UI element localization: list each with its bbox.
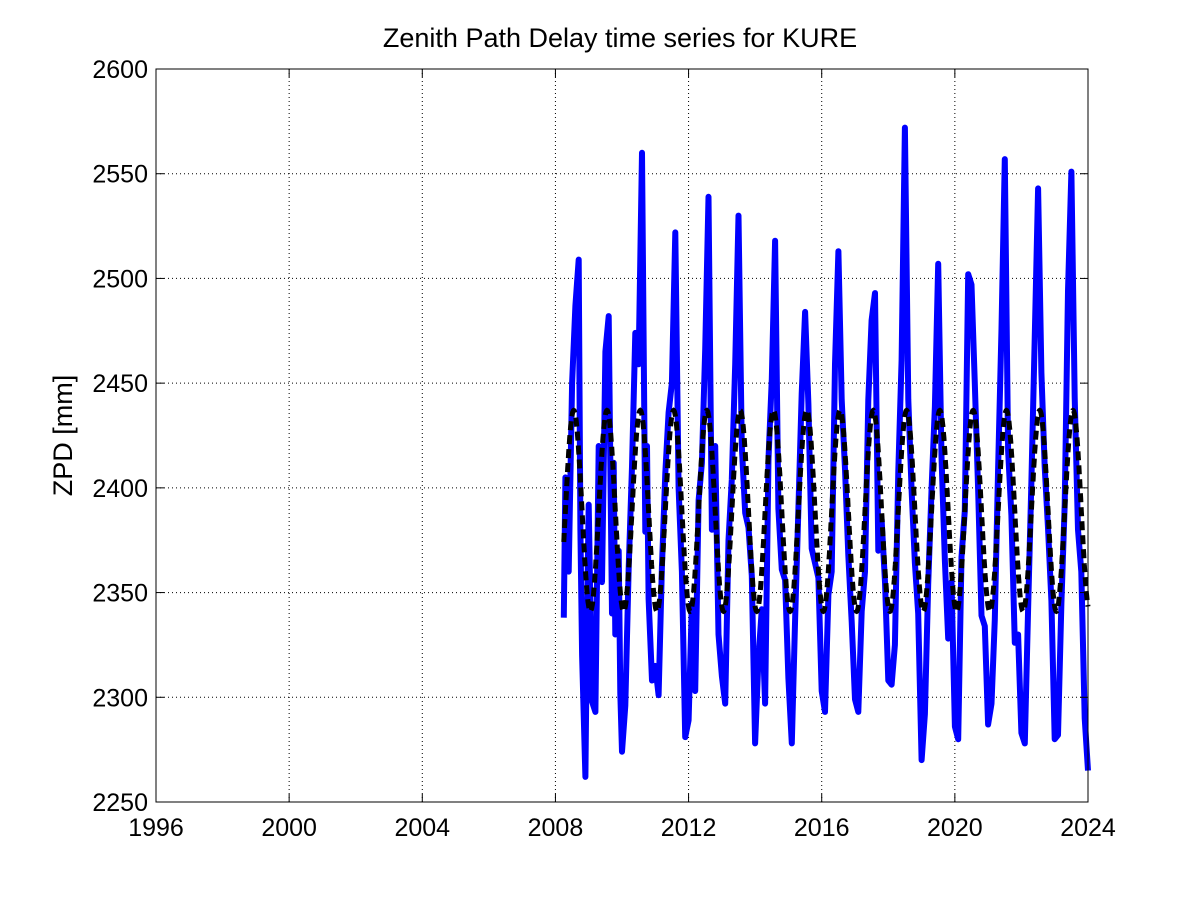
axis-ticks: 1996 2000 2004 2008 2012 2016 2020 2024 2250 2300… — [92, 56, 1116, 842]
y-tick-label: 2250 — [92, 789, 148, 817]
y-tick-label: 2350 — [92, 580, 148, 608]
series-zpd-model — [561, 407, 1091, 615]
y-tick-label: 2300 — [92, 684, 148, 712]
y-axis-label: ZPD [mm] — [48, 375, 78, 497]
axes-frame — [155, 68, 1089, 803]
y-tick-label: 2500 — [92, 265, 148, 293]
x-tick-label: 1996 — [128, 814, 184, 842]
x-tick-label: 2024 — [1060, 814, 1116, 842]
y-tick-label: 2400 — [92, 475, 148, 503]
chart-title: Zenith Path Delay time series for KURE — [383, 23, 857, 53]
plot-area — [560, 124, 1091, 780]
y-tick-label: 2550 — [92, 161, 148, 189]
y-tick-label: 2450 — [92, 370, 148, 398]
x-tick-label: 2000 — [261, 814, 317, 842]
x-tick-label: 2008 — [528, 814, 584, 842]
x-tick-label: 2020 — [927, 814, 983, 842]
x-tick-label: 2016 — [794, 814, 850, 842]
y-tick-label: 2600 — [92, 56, 148, 84]
x-tick-label: 2004 — [394, 814, 450, 842]
x-tick-label: 2012 — [661, 814, 717, 842]
